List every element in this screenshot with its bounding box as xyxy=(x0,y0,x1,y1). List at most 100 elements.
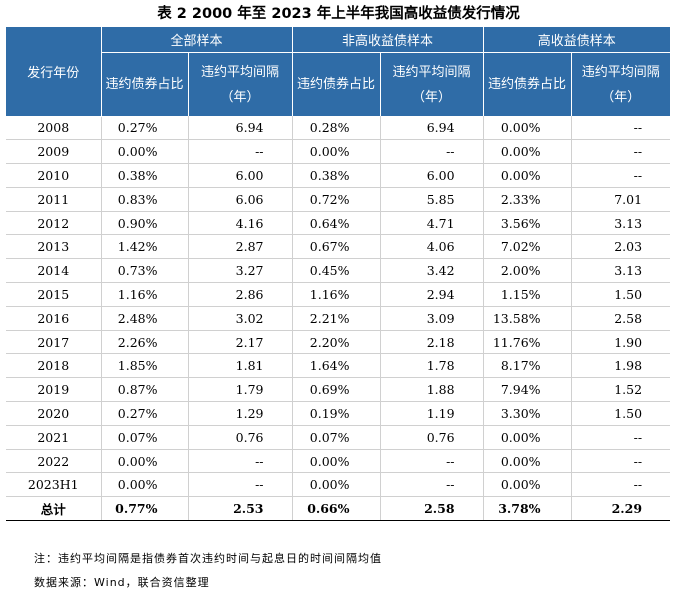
table-cell: 0.19% xyxy=(292,401,381,426)
table-cell: 1.88 xyxy=(380,377,484,403)
default-rate-table: 发行年份 全部样本 非高收益债样本 高收益债样本 违约债券占比 违约平均间隔（年… xyxy=(6,27,671,522)
table-row: 2021 0.07% 0.76 0.07% 0.76 0.00% -- xyxy=(6,425,671,450)
table-cell: 0.00% xyxy=(101,139,189,165)
table-cell: 0.00% xyxy=(101,472,189,498)
year-cell: 2022 xyxy=(6,449,102,474)
table-cell: -- xyxy=(188,139,293,165)
table-cell: 0.72% xyxy=(292,187,381,212)
table-row: 2012 0.90% 4.16 0.64% 4.71 3.56% 3.13 xyxy=(6,211,671,236)
table-cell: 0.07% xyxy=(101,425,189,450)
table-cell: 0.38% xyxy=(101,163,189,188)
table-cell: 1.52 xyxy=(571,377,671,403)
table-cell: 2.94 xyxy=(380,282,484,307)
table-row: 2022 0.00% -- 0.00% -- 0.00% -- xyxy=(6,449,671,474)
table-cell: -- xyxy=(380,139,484,165)
table-cell: 1.79 xyxy=(188,377,293,403)
year-cell: 2014 xyxy=(6,258,102,284)
table-cell: 7.94% xyxy=(483,377,572,403)
table-cell: 6.94 xyxy=(380,116,484,141)
table-row: 2010 0.38% 6.00 0.38% 6.00 0.00% -- xyxy=(6,163,671,188)
year-cell: 2016 xyxy=(6,306,102,331)
table-cell: 0.27% xyxy=(101,401,189,426)
table-cell: 1.16% xyxy=(292,282,381,307)
total-row: 总计 0.77% 2.53 0.66% 2.58 3.78% 2.29 xyxy=(6,496,671,522)
year-cell: 2017 xyxy=(6,330,102,355)
table-cell: 3.42 xyxy=(380,258,484,284)
table-cell: 0.77% xyxy=(101,496,189,522)
table-cell: 0.27% xyxy=(101,116,189,141)
table-cell: -- xyxy=(188,472,293,498)
year-cell: 2015 xyxy=(6,282,102,307)
table-cell: 2.29 xyxy=(571,496,671,522)
table-cell: 3.27 xyxy=(188,258,293,284)
table-cell: 1.98 xyxy=(571,353,671,379)
table-cell: 2.03 xyxy=(571,234,671,260)
table-cell: 3.13 xyxy=(571,211,671,236)
table-cell: 3.13 xyxy=(571,258,671,284)
interval-column-header: 违约平均间隔（年） xyxy=(571,52,671,116)
year-cell: 2010 xyxy=(6,163,102,188)
table-cell: 3.30% xyxy=(483,401,572,426)
year-cell: 2009 xyxy=(6,139,102,165)
year-column-header: 发行年份 xyxy=(6,27,102,117)
table-cell: 0.66% xyxy=(292,496,381,522)
table-cell: 1.64% xyxy=(292,353,381,379)
table-cell: 0.90% xyxy=(101,211,189,236)
year-cell: 2013 xyxy=(6,234,102,260)
interval-column-header: 违约平均间隔（年） xyxy=(380,52,484,116)
table-cell: 8.17% xyxy=(483,353,572,379)
table-cell: 2.17 xyxy=(188,330,293,355)
table-cell: 2.86 xyxy=(188,282,293,307)
table-cell: 0.73% xyxy=(101,258,189,284)
table-cell: 0.00% xyxy=(483,425,572,450)
table-cell: 6.94 xyxy=(188,116,293,141)
table-cell: -- xyxy=(571,139,671,165)
ratio-column-header: 违约债券占比 xyxy=(292,52,381,116)
group-header-non-high-yield: 非高收益债样本 xyxy=(292,27,484,53)
table-row: 2023H1 0.00% -- 0.00% -- 0.00% -- xyxy=(6,472,671,498)
table-cell: 6.06 xyxy=(188,187,293,212)
table-cell: 1.90 xyxy=(571,330,671,355)
table-row: 2015 1.16% 2.86 1.16% 2.94 1.15% 1.50 xyxy=(6,282,671,307)
table-cell: 2.26% xyxy=(101,330,189,355)
table-cell: 2.20% xyxy=(292,330,381,355)
group-header-high-yield: 高收益债样本 xyxy=(483,27,671,53)
table-cell: 7.02% xyxy=(483,234,572,260)
year-cell: 2019 xyxy=(6,377,102,403)
table-cell: -- xyxy=(571,425,671,450)
data-source: 数据来源：Wind，联合资信整理 xyxy=(34,576,210,589)
table-cell: -- xyxy=(571,116,671,141)
table-cell: 2.21% xyxy=(292,306,381,331)
year-cell: 2023H1 xyxy=(6,472,102,498)
table-cell: 1.15% xyxy=(483,282,572,307)
table-cell: 0.00% xyxy=(483,472,572,498)
table-cell: 1.81 xyxy=(188,353,293,379)
table-cell: 2.58 xyxy=(571,306,671,331)
table-cell: 2.53 xyxy=(188,496,293,522)
year-cell: 2008 xyxy=(6,116,102,141)
table-cell: 5.85 xyxy=(380,187,484,212)
table-cell: 4.16 xyxy=(188,211,293,236)
table-cell: 0.00% xyxy=(483,139,572,165)
year-cell: 2011 xyxy=(6,187,102,212)
table-row: 2019 0.87% 1.79 0.69% 1.88 7.94% 1.52 xyxy=(6,377,671,403)
table-cell: 2.33% xyxy=(483,187,572,212)
table-cell: 0.83% xyxy=(101,187,189,212)
table-cell: 1.29 xyxy=(188,401,293,426)
table-cell: 0.28% xyxy=(292,116,381,141)
table-cell: 6.00 xyxy=(380,163,484,188)
table-cell: 2.87 xyxy=(188,234,293,260)
table-cell: 6.00 xyxy=(188,163,293,188)
table-row: 2013 1.42% 2.87 0.67% 4.06 7.02% 2.03 xyxy=(6,234,671,260)
year-cell: 2020 xyxy=(6,401,102,426)
ratio-column-header: 违约债券占比 xyxy=(101,52,189,116)
table-cell: -- xyxy=(380,449,484,474)
table-cell: 0.76 xyxy=(380,425,484,450)
table-cell: 1.42% xyxy=(101,234,189,260)
table-cell: -- xyxy=(571,163,671,188)
table-cell: 0.76 xyxy=(188,425,293,450)
table-cell: 13.58% xyxy=(483,306,572,331)
table-cell: 0.00% xyxy=(292,139,381,165)
table-row: 2017 2.26% 2.17 2.20% 2.18 11.76% 1.90 xyxy=(6,330,671,355)
table-cell: 0.45% xyxy=(292,258,381,284)
